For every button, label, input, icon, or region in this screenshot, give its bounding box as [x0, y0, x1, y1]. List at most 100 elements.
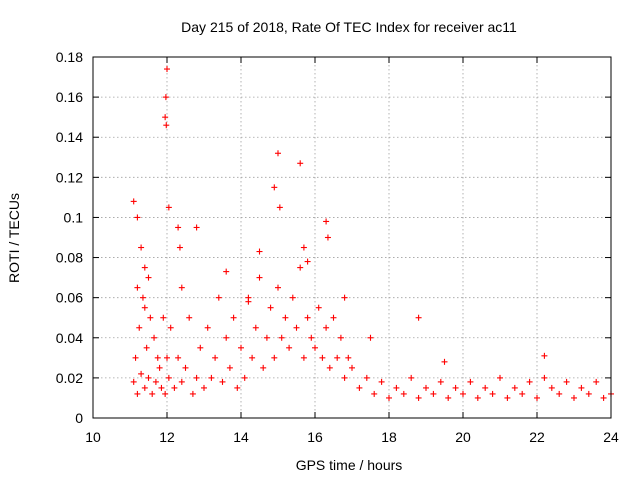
data-point: [482, 384, 489, 391]
data-point: [541, 374, 548, 381]
x-tick-label: 12: [159, 429, 175, 445]
data-point: [167, 324, 174, 331]
y-tick-labels: 0 0.02 0.04 0.06 0.08 0.1 0.12 0.14 0.16 0.18: [56, 49, 83, 426]
data-point: [297, 160, 304, 167]
data-point: [164, 66, 170, 73]
data-point: [271, 354, 278, 361]
y-tick-label: 0.08: [56, 250, 83, 266]
data-point: [249, 354, 256, 361]
data-point: [147, 314, 154, 321]
y-tick-label: 0: [75, 410, 83, 426]
data-point: [138, 370, 145, 377]
data-point: [371, 390, 378, 397]
data-point: [134, 390, 141, 397]
data-point: [136, 324, 143, 331]
data-point: [215, 294, 222, 301]
data-point: [600, 394, 607, 401]
data-point: [578, 384, 585, 391]
data-point: [445, 394, 452, 401]
data-point: [151, 334, 158, 341]
data-point: [260, 364, 267, 371]
data-point: [278, 334, 285, 341]
data-point: [519, 390, 526, 397]
data-point: [175, 354, 182, 361]
data-point: [345, 354, 352, 361]
data-point: [201, 384, 207, 391]
data-point: [156, 364, 163, 371]
data-point: [415, 314, 422, 321]
data-point: [141, 264, 148, 271]
data-point: [134, 284, 141, 291]
data-point: [467, 378, 474, 385]
data-point: [497, 374, 503, 381]
data-point: [341, 294, 348, 301]
data-point: [226, 364, 233, 371]
data-point: [158, 384, 165, 391]
data-point: [193, 224, 200, 231]
data-point: [186, 314, 193, 321]
data-point: [145, 274, 152, 281]
data-point: [408, 374, 415, 381]
data-point: [323, 324, 330, 331]
data-point: [197, 344, 204, 351]
data-point: [145, 374, 152, 381]
data-points: [130, 66, 614, 401]
data-point: [367, 334, 374, 341]
data-point: [356, 384, 363, 391]
axis-ticks: [92, 56, 612, 419]
x-tick-labels: 10 12 14 16 18 20 22 24: [85, 429, 619, 445]
x-tick-label: 24: [603, 429, 619, 445]
data-point: [308, 334, 315, 341]
data-point: [349, 364, 355, 371]
data-point: [165, 204, 172, 211]
data-point: [323, 218, 330, 225]
data-point: [341, 374, 348, 381]
y-tick-label: 0.16: [56, 89, 83, 105]
x-tick-label: 14: [233, 429, 249, 445]
data-point: [441, 358, 448, 365]
data-point: [324, 234, 331, 241]
y-tick-label: 0.06: [56, 290, 83, 306]
data-point: [138, 244, 145, 251]
data-point: [334, 354, 341, 361]
data-point: [319, 354, 326, 361]
data-point: [556, 390, 563, 397]
data-point: [252, 324, 259, 331]
grid-lines: [93, 57, 611, 418]
data-point: [526, 378, 533, 385]
data-point: [164, 354, 170, 361]
data-point: [208, 374, 215, 381]
data-point: [300, 354, 307, 361]
x-tick-label: 10: [85, 429, 101, 445]
data-point: [452, 384, 459, 391]
data-point: [430, 390, 437, 397]
data-point: [571, 394, 577, 401]
data-point: [415, 394, 422, 401]
data-point: [149, 390, 156, 397]
data-point: [326, 364, 333, 371]
data-point: [130, 378, 137, 385]
data-point: [293, 324, 300, 331]
data-point: [178, 284, 185, 291]
data-point: [585, 390, 592, 397]
data-point: [393, 384, 400, 391]
data-point: [460, 390, 466, 397]
data-point: [437, 378, 444, 385]
data-point: [234, 384, 241, 391]
data-point: [141, 304, 148, 311]
x-axis-label: GPS time / hours: [296, 457, 403, 473]
data-point: [241, 374, 248, 381]
data-point: [400, 390, 407, 397]
data-point: [139, 294, 146, 301]
data-point: [297, 264, 304, 271]
y-tick-label: 0.12: [56, 169, 83, 185]
data-point: [175, 224, 182, 231]
data-point: [165, 374, 172, 381]
y-tick-label: 0.04: [56, 330, 83, 346]
data-point: [160, 314, 167, 321]
data-point: [563, 378, 570, 385]
data-point: [130, 198, 137, 205]
data-point: [223, 334, 230, 341]
y-tick-label: 0.02: [56, 370, 83, 386]
